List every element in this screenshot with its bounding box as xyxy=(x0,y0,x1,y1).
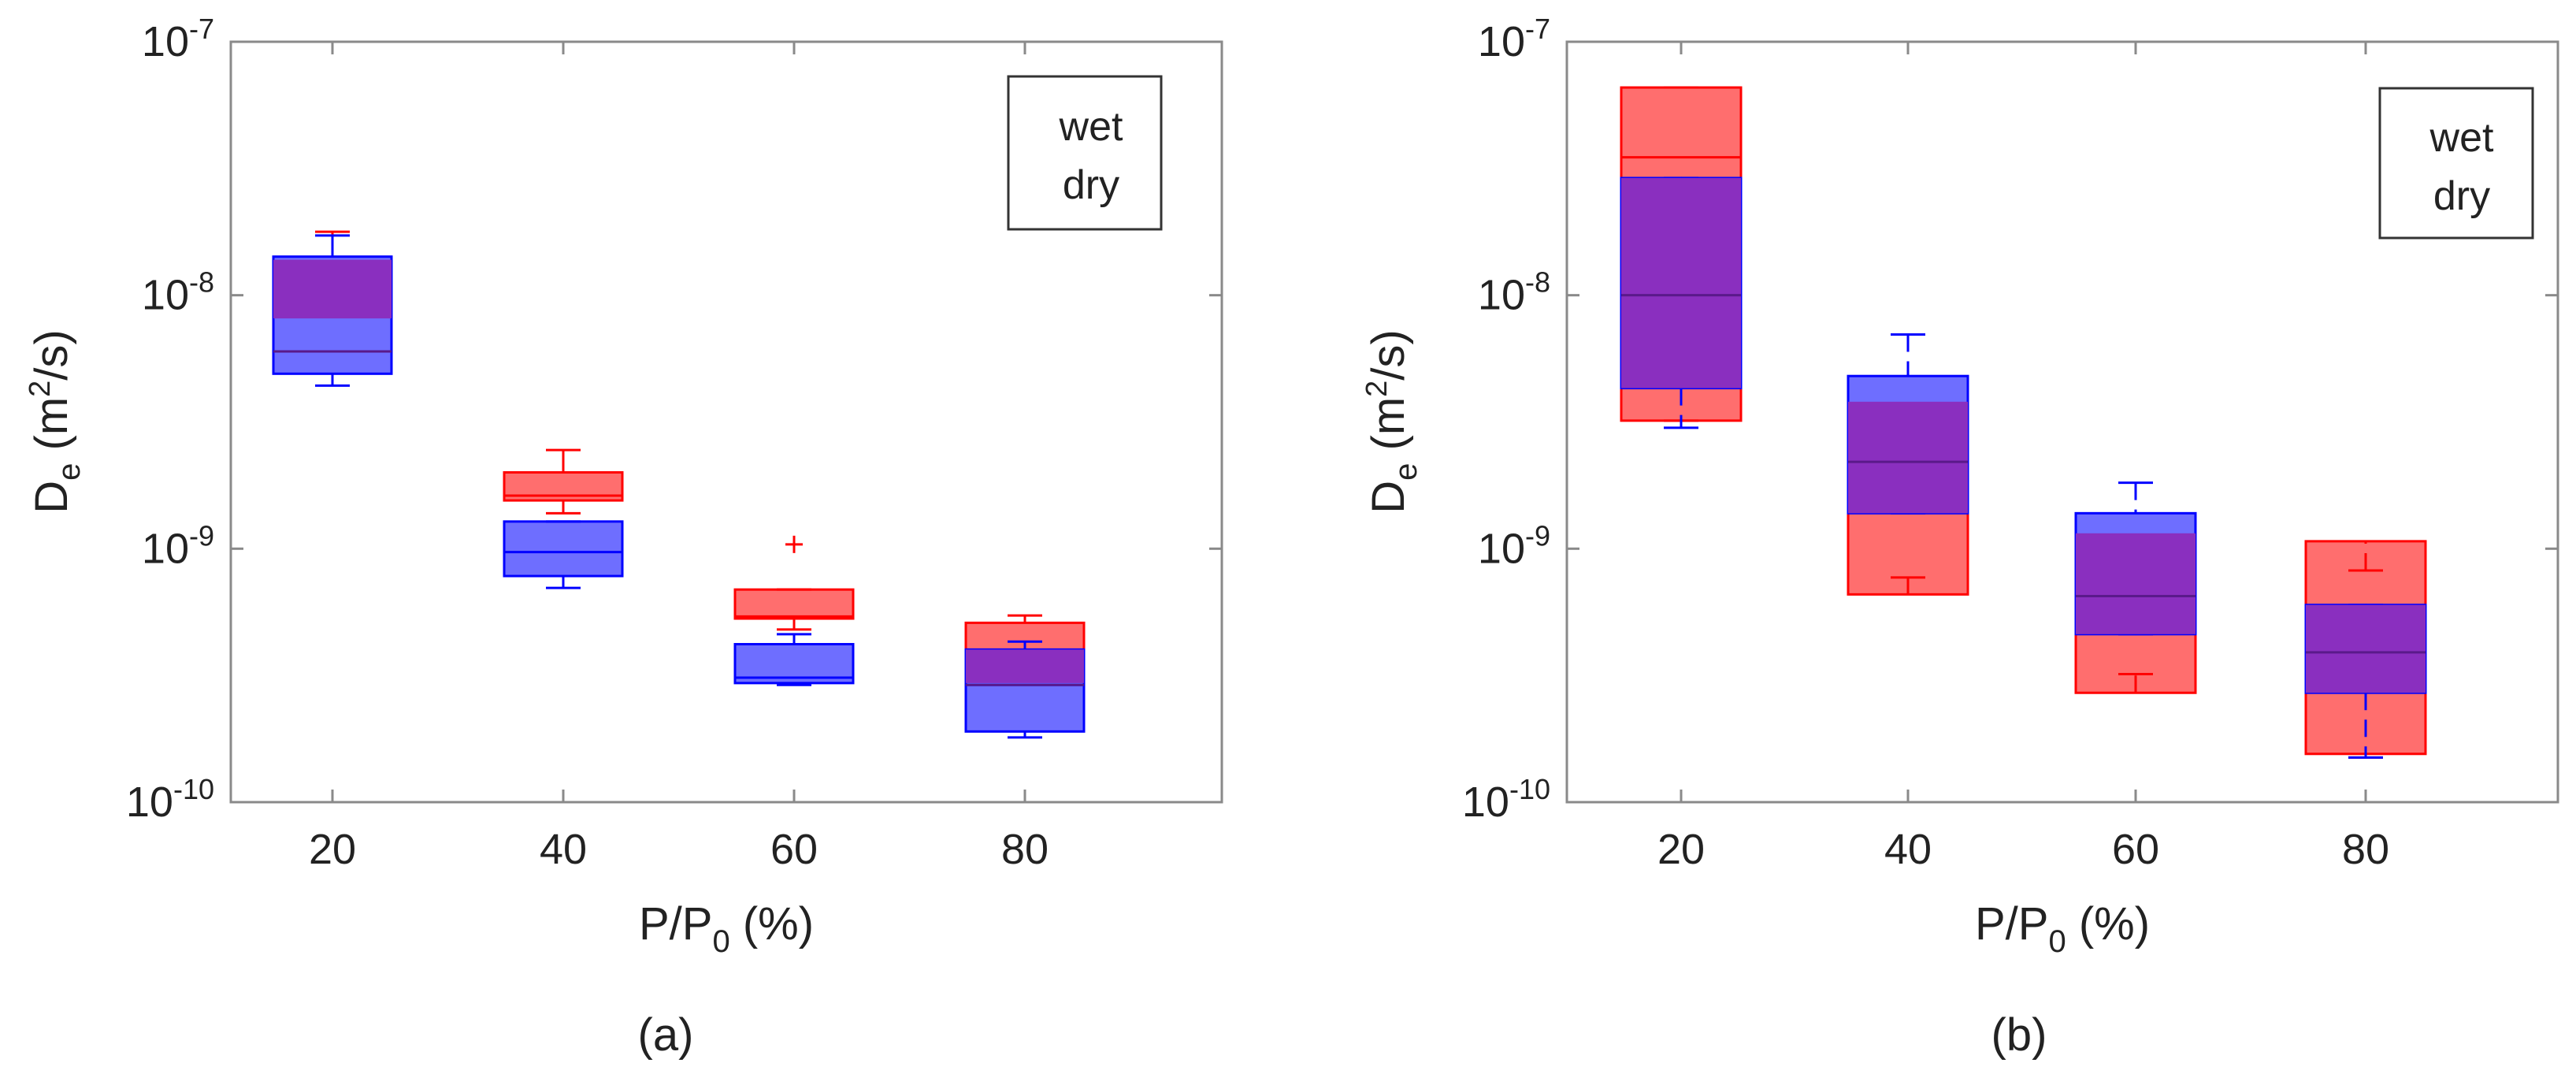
y-tick-label: 10-8 xyxy=(142,266,214,319)
box-marks xyxy=(272,230,1086,739)
box-overlap xyxy=(1621,177,1741,388)
x-tick-label: 40 xyxy=(540,826,587,873)
box-dry xyxy=(503,448,624,515)
box-wet xyxy=(503,520,624,589)
legend: wet dry xyxy=(2378,87,2534,240)
panel-b: 10-10 10-9 10-8 10-7 20 40 60 80 P/P0 (%… xyxy=(1360,13,2559,1061)
box-overlap xyxy=(2076,533,2196,634)
x-axis: 20 40 60 80 xyxy=(1657,826,2389,873)
box-overlap xyxy=(1848,401,1968,514)
y-axis-title: De (m2/s) xyxy=(1360,329,1423,513)
y-tick-label: 10-7 xyxy=(142,13,214,65)
box-overlap xyxy=(273,259,392,319)
legend-box xyxy=(2378,87,2534,240)
panel-label: (a) xyxy=(638,1009,694,1061)
x-axis-title: P/P0 (%) xyxy=(639,898,814,959)
plot-frame xyxy=(1565,40,2559,804)
box-dry xyxy=(733,535,855,631)
x-tick-label: 60 xyxy=(770,826,818,873)
y-tick-label: 10-8 xyxy=(1478,266,1550,319)
legend-entry-wet: wet xyxy=(1059,104,1123,150)
plot-frame xyxy=(229,40,1223,804)
legend-entry-wet: wet xyxy=(2429,115,2494,161)
x-axis: 20 40 60 80 xyxy=(309,826,1049,873)
x-tick-label: 80 xyxy=(2342,826,2389,873)
box-dry-body xyxy=(733,588,855,620)
x-axis-title: P/P0 (%) xyxy=(1975,898,2150,959)
x-tick-label: 20 xyxy=(309,826,356,873)
y-tick-label: 10-10 xyxy=(1462,773,1550,826)
box-wet xyxy=(733,633,855,686)
x-tick-label: 40 xyxy=(1884,826,1932,873)
box-overlap xyxy=(966,649,1084,683)
y-axis: 10-10 10-9 10-8 10-7 xyxy=(126,13,214,826)
y-axis-title: De (m2/s) xyxy=(24,329,87,513)
legend-entry-dry: dry xyxy=(1063,162,1119,208)
panel-a: 10-10 10-9 10-8 10-7 20 40 60 80 P/P0 (%… xyxy=(24,13,1223,1061)
x-tick-label: 20 xyxy=(1657,826,1705,873)
x-tick-label: 60 xyxy=(2112,826,2159,873)
y-tick-label: 10-10 xyxy=(126,773,214,826)
x-tick-label: 80 xyxy=(1001,826,1049,873)
panel-label: (b) xyxy=(1991,1009,2047,1061)
y-tick-label: 10-7 xyxy=(1478,13,1550,65)
legend: wet dry xyxy=(1007,75,1163,231)
legend-box xyxy=(1007,75,1163,231)
y-tick-label: 10-9 xyxy=(1478,519,1550,572)
box-marks xyxy=(1620,86,2427,759)
box-wet-body xyxy=(503,520,624,578)
box-overlap xyxy=(2306,604,2426,693)
legend-entry-dry: dry xyxy=(2433,173,2490,219)
y-axis: 10-10 10-9 10-8 10-7 xyxy=(1462,13,1550,826)
y-tick-label: 10-9 xyxy=(142,519,214,572)
